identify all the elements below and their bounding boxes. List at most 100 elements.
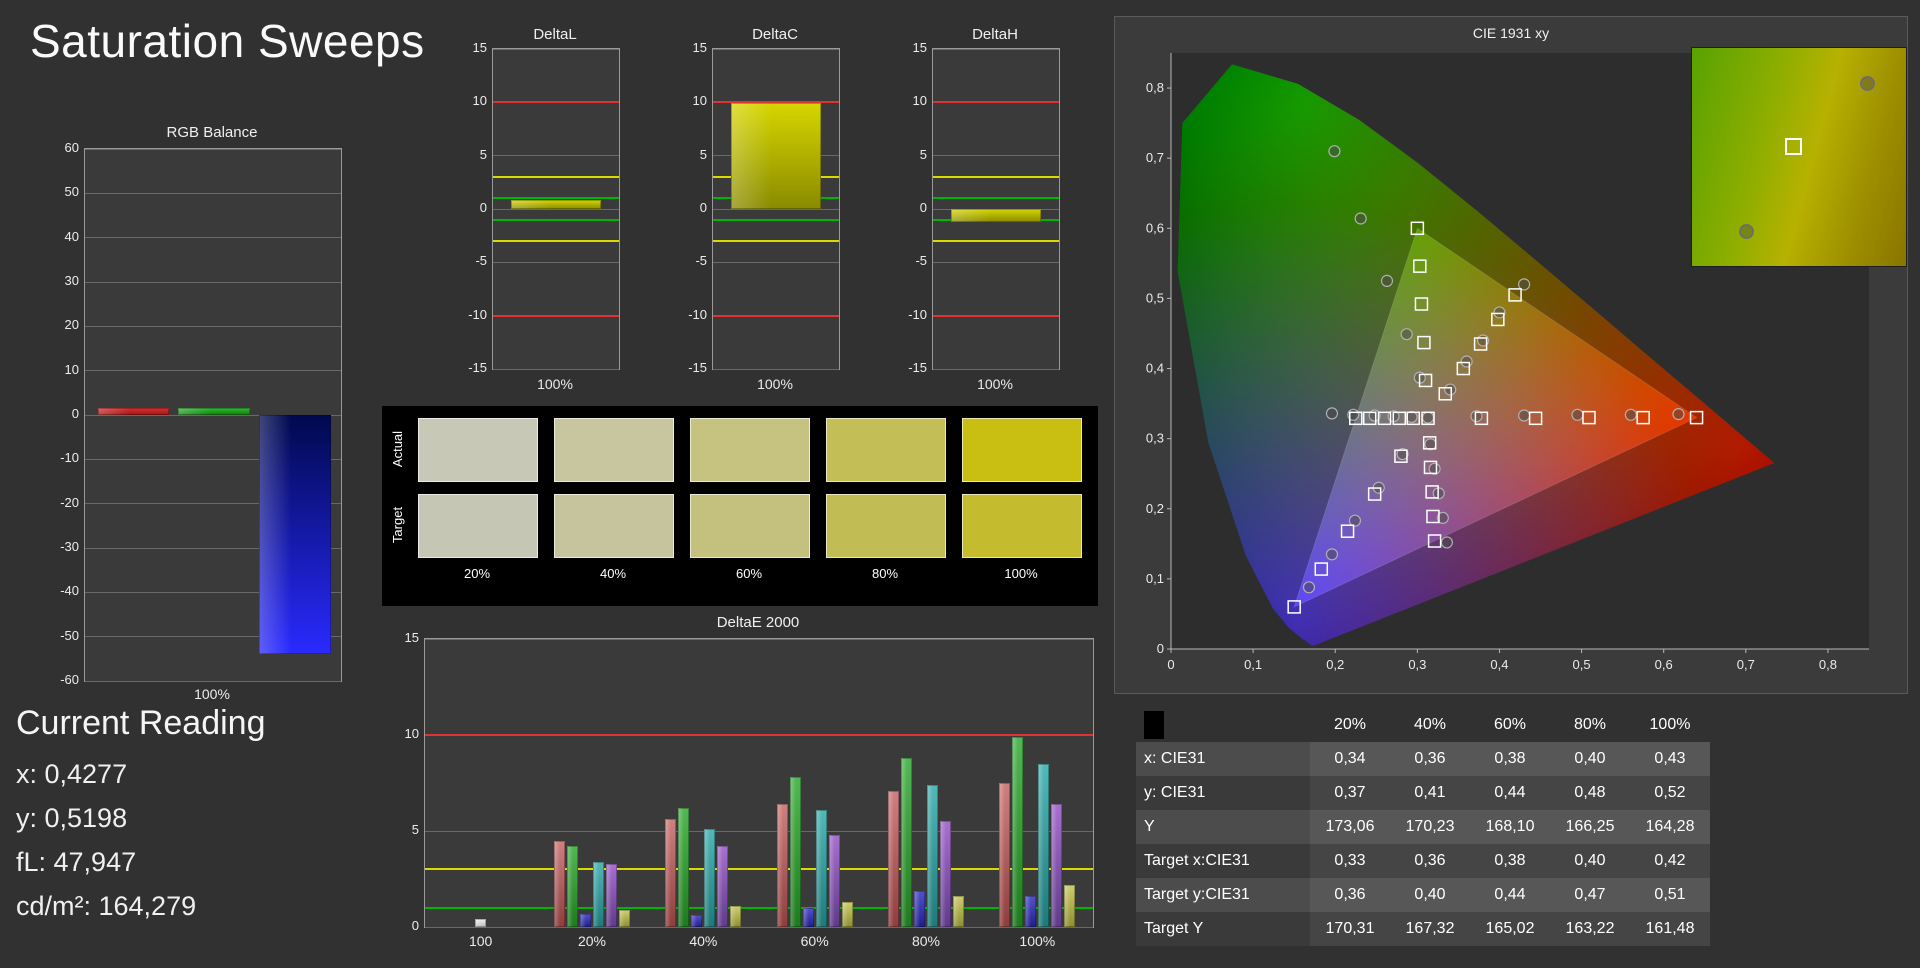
y-tick-label: 15 bbox=[912, 40, 927, 55]
limit-line bbox=[493, 314, 619, 317]
delta-e-bar-white bbox=[475, 919, 487, 927]
delta-e-bar-yellow bbox=[953, 896, 964, 927]
table-row-label: Target y:CIE31 bbox=[1136, 878, 1310, 912]
actual-swatch-100% bbox=[962, 418, 1082, 482]
x-tick-label: 0,5 bbox=[1573, 657, 1591, 672]
target-marker bbox=[1421, 411, 1435, 426]
x-tick-label: 60% bbox=[800, 933, 829, 949]
cie-1931-panel: CIE 1931 xy 0 0 0,1 0,1 0,2 0,2 0,3 0,3 0,4 0,4 0,… bbox=[1114, 16, 1908, 694]
y-tick-label: -20 bbox=[60, 494, 79, 510]
target-marker bbox=[1427, 534, 1442, 548]
reading-value: y: 0,5198 bbox=[16, 803, 128, 833]
table-header-cell: 20% bbox=[1333, 716, 1367, 733]
current-reading-heading: Current Reading bbox=[16, 704, 266, 742]
table-row: Target y:CIE31 0,36 0,40 0,44 0,47 0,51 bbox=[1136, 878, 1710, 912]
y-tick-label: 15 bbox=[472, 40, 487, 55]
blue-bar bbox=[259, 415, 331, 655]
table-cell: 165,02 bbox=[1485, 920, 1535, 937]
y-tick-label: -10 bbox=[468, 306, 487, 322]
measurement-marker bbox=[1518, 278, 1531, 291]
gridline bbox=[713, 261, 839, 263]
y-tick-label: 5 bbox=[479, 146, 487, 162]
reading-value: x: 0,4277 bbox=[16, 759, 128, 789]
limit-line bbox=[493, 176, 619, 178]
y-tick-label: 10 bbox=[404, 726, 419, 741]
limit-line bbox=[425, 734, 1093, 736]
measurement-marker bbox=[1624, 408, 1637, 421]
y-tick-label: -30 bbox=[60, 539, 79, 554]
table-cell: 0,33 bbox=[1334, 852, 1366, 869]
measurement-marker bbox=[1460, 355, 1473, 368]
cie-inset-zoom bbox=[1691, 47, 1907, 267]
measurement-marker bbox=[1328, 145, 1341, 158]
target-swatch-20% bbox=[418, 494, 538, 558]
delta-e-bar-cyan bbox=[927, 784, 938, 927]
table-cell: 0,44 bbox=[1494, 886, 1526, 903]
y-tick-label: -10 bbox=[908, 306, 927, 322]
actual-swatch-40% bbox=[554, 418, 674, 482]
x-tick-label: 0,8 bbox=[1819, 657, 1837, 672]
target-marker bbox=[1340, 524, 1355, 538]
target-marker bbox=[1491, 312, 1505, 327]
x-tick-label: 0,3 bbox=[1408, 657, 1426, 672]
x-tick-label: 80% bbox=[911, 933, 941, 949]
x-tick-label: 0,7 bbox=[1737, 657, 1755, 672]
swatch-comparison-panel: Actual Target 20% 40% 60% 80% 100% bbox=[382, 406, 1098, 606]
delta-e-bar-magenta bbox=[606, 863, 617, 927]
y-tick-label: 0,4 bbox=[1146, 361, 1164, 376]
delta-e-bar-red bbox=[554, 840, 565, 927]
reading-value: fL: 47,947 bbox=[16, 847, 137, 877]
delta-e-title: DeltaE 2000 bbox=[716, 614, 800, 631]
gridline bbox=[85, 325, 341, 327]
table-header-label bbox=[1136, 708, 1310, 742]
measurement-marker bbox=[1405, 410, 1418, 424]
y-tick-label: -10 bbox=[60, 450, 79, 466]
target-marker bbox=[1394, 449, 1408, 463]
table-cell: 0,36 bbox=[1414, 852, 1446, 869]
deltaH-bar bbox=[950, 209, 1042, 222]
limit-line bbox=[425, 868, 1093, 871]
table-cell: 0,48 bbox=[1574, 784, 1606, 801]
x-tick-label: 0,2 bbox=[1326, 657, 1344, 672]
delta-e-bar-green bbox=[678, 807, 690, 927]
table-cell: 0,47 bbox=[1574, 886, 1606, 903]
gridline bbox=[425, 926, 1093, 928]
y-tick-label: -40 bbox=[60, 583, 79, 599]
table-row: x: CIE31 0,34 0,36 0,38 0,40 0,43 bbox=[1136, 742, 1710, 776]
y-tick-label: 0,1 bbox=[1146, 571, 1164, 586]
gridline bbox=[85, 636, 341, 638]
measurement-marker bbox=[1436, 511, 1449, 524]
delta-e-bar-magenta bbox=[828, 834, 840, 927]
table-cell: 0,51 bbox=[1654, 886, 1686, 903]
swatch-col-label: 40% bbox=[599, 566, 627, 581]
target-marker bbox=[1392, 411, 1407, 426]
delta-e-bar-yellow bbox=[730, 905, 742, 927]
gridline bbox=[85, 192, 341, 194]
gridline bbox=[493, 368, 619, 370]
y-tick-label: 0 bbox=[479, 200, 487, 215]
table-row: Y 173,06 170,23 168,10 166,25 164,28 bbox=[1136, 810, 1710, 844]
delta-e-bar-magenta bbox=[1051, 804, 1063, 927]
gridline bbox=[85, 458, 341, 460]
delta-c-xlabel: 100% bbox=[757, 376, 793, 392]
limit-line bbox=[425, 906, 1093, 909]
reading-value: cd/m²: 164,279 bbox=[16, 891, 197, 921]
table-cell: 173,06 bbox=[1325, 818, 1375, 835]
delta-l-title: DeltaL bbox=[533, 26, 577, 43]
target-marker bbox=[1410, 221, 1425, 236]
swatch-row-label: Target bbox=[390, 506, 405, 544]
gridline bbox=[85, 503, 341, 505]
swatch-col-label: 60% bbox=[735, 566, 763, 581]
cie-diagram: 00 0,1 0,1 0,2 0,2 0,3 0,3 0,4 0,4 0,5 0,5 0,6 0,6 0,… bbox=[1146, 53, 1869, 672]
table-row-label: Target x:CIE31 bbox=[1136, 844, 1310, 878]
swatch-col-label: 100% bbox=[1004, 566, 1038, 581]
target-marker bbox=[1426, 509, 1440, 524]
limit-line bbox=[493, 218, 619, 221]
table-header-cell: 40% bbox=[1413, 716, 1447, 733]
table-cell: 0,36 bbox=[1334, 886, 1366, 903]
x-tick-label: 100 bbox=[468, 933, 493, 949]
target-marker bbox=[1528, 411, 1543, 426]
target-swatch-40% bbox=[554, 494, 674, 558]
target-marker bbox=[1508, 288, 1522, 302]
delta-e-bar-cyan bbox=[704, 829, 716, 927]
